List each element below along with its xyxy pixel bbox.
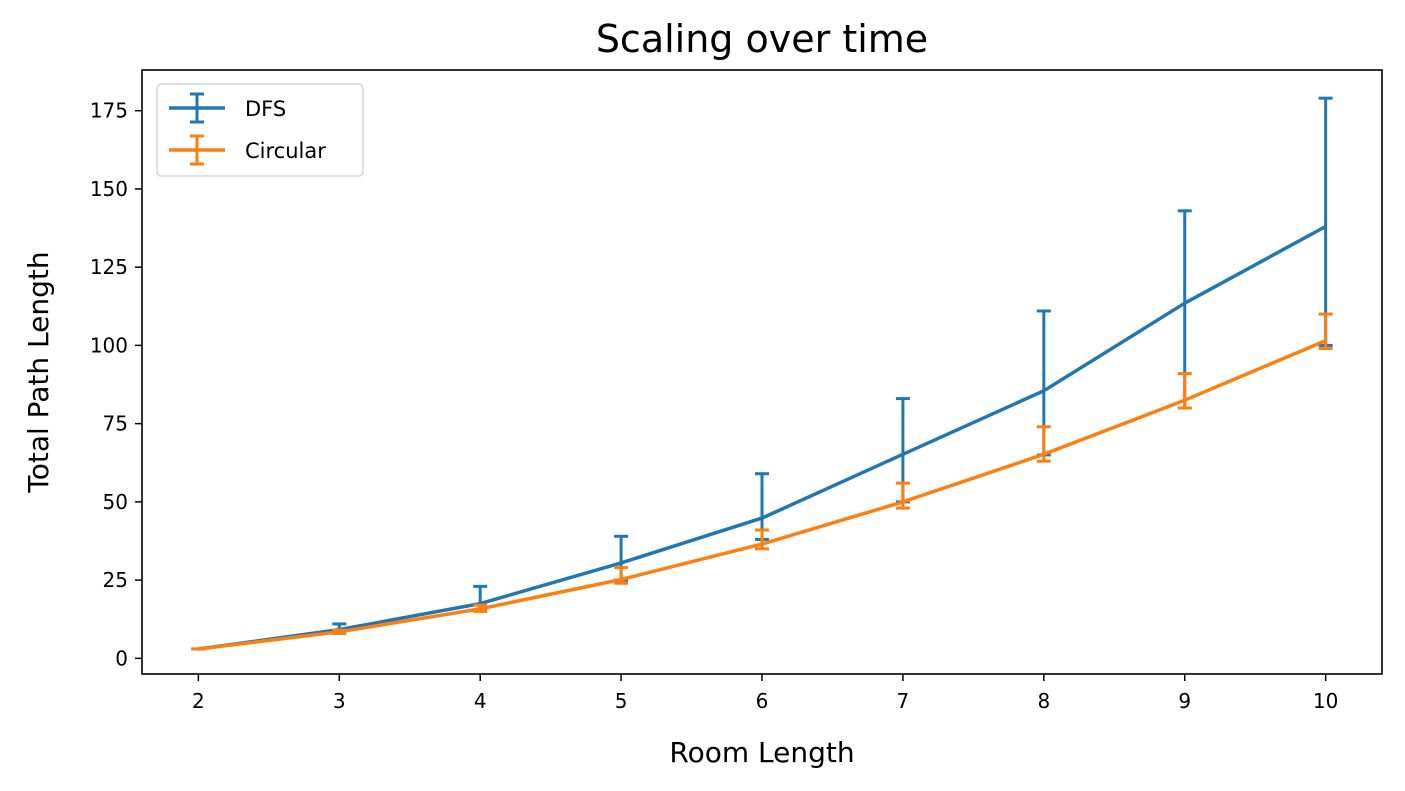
x-tick-label: 8 bbox=[1037, 689, 1050, 713]
legend-item: DFS bbox=[169, 92, 286, 124]
y-tick-label: 125 bbox=[90, 255, 128, 279]
x-tick-label: 10 bbox=[1313, 689, 1338, 713]
error-bar bbox=[332, 628, 347, 635]
y-tick-label: 25 bbox=[103, 568, 128, 592]
y-tick-label: 50 bbox=[103, 490, 128, 514]
y-axis: 0 25 50 75 100 125 150 175 bbox=[90, 99, 142, 670]
error-bar bbox=[1177, 372, 1192, 410]
x-axis: 2 3 4 5 6 7 8 9 10 bbox=[192, 674, 1338, 713]
y-tick-label: 150 bbox=[90, 177, 128, 201]
x-tick-label: 5 bbox=[615, 689, 628, 713]
error-bar bbox=[473, 603, 488, 613]
x-axis-label: Room Length bbox=[669, 736, 854, 769]
x-tick-label: 2 bbox=[192, 689, 205, 713]
error-bar bbox=[755, 528, 769, 551]
error-bar bbox=[1036, 425, 1051, 463]
plot-area bbox=[141, 69, 1383, 675]
series-circular bbox=[191, 312, 1333, 651]
x-tick-label: 9 bbox=[1178, 689, 1191, 713]
y-tick-label: 175 bbox=[90, 99, 128, 123]
x-tick-label: 6 bbox=[756, 689, 769, 713]
legend-label: DFS bbox=[245, 97, 286, 121]
legend-label: Circular bbox=[245, 139, 326, 163]
x-tick-label: 3 bbox=[333, 689, 346, 713]
error-bar bbox=[895, 481, 910, 510]
x-tick-label: 4 bbox=[474, 689, 487, 713]
y-tick-label: 0 bbox=[115, 646, 128, 670]
error-bar bbox=[1318, 312, 1333, 351]
legend-item: Circular bbox=[169, 134, 326, 166]
y-axis-label: Total Path Length bbox=[22, 251, 55, 493]
error-bar bbox=[614, 566, 629, 585]
y-tick-label: 75 bbox=[103, 412, 128, 436]
legend: DFS Circular bbox=[156, 83, 364, 177]
y-tick-label: 100 bbox=[90, 333, 128, 357]
chart-title: Scaling over time bbox=[596, 17, 928, 61]
x-tick-label: 7 bbox=[897, 689, 910, 713]
